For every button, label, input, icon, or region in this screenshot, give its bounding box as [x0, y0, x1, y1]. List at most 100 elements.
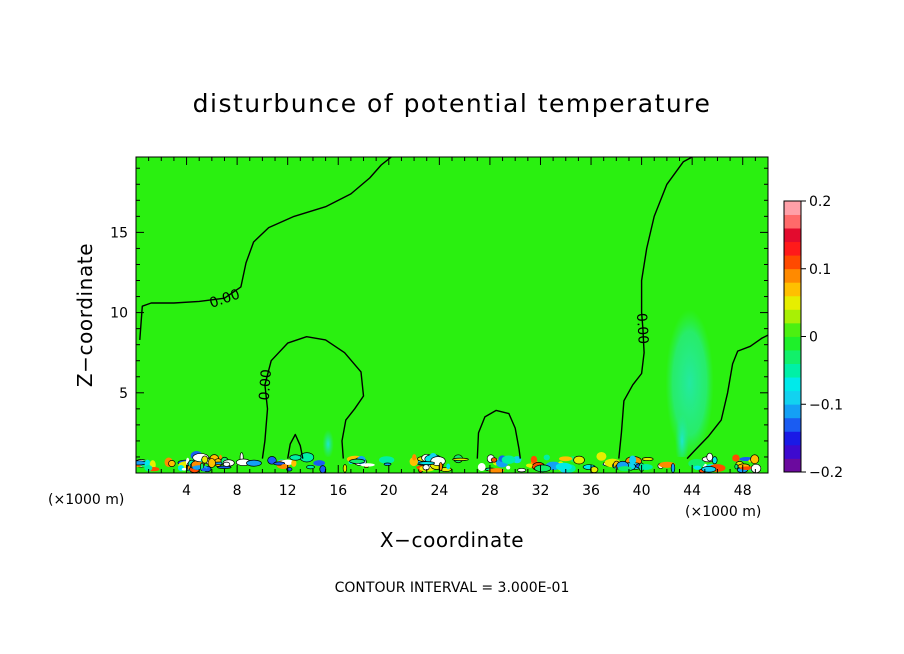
chart-title: disturbunce of potential temperature — [193, 89, 712, 118]
contour-interval-note: CONTOUR INTERVAL = 3.000E-01 — [335, 580, 570, 596]
colorbar-swatch — [784, 350, 801, 364]
zero-contour-4 — [618, 157, 693, 459]
surface-cell — [168, 460, 176, 467]
surface-cell — [222, 461, 231, 467]
surface-cell — [181, 467, 187, 471]
x-tick-label: 24 — [430, 483, 448, 499]
colorbar-swatch — [784, 268, 801, 283]
x-tick-label: 48 — [734, 483, 752, 499]
zero-contour-layer — [139, 157, 768, 460]
surface-cell — [452, 457, 469, 461]
colorbar-swatch — [784, 377, 801, 392]
x-tick-label: 4 — [182, 483, 191, 499]
colorbar-swatch — [784, 431, 801, 446]
y-tick-label: 15 — [110, 225, 128, 241]
surface-cell — [506, 465, 511, 470]
x-tick-label: 28 — [481, 483, 499, 499]
surface-cell — [734, 463, 739, 470]
surface-cell — [144, 464, 153, 472]
negative-anomaly-layer — [322, 309, 714, 469]
contour-labels: 0.000.000.00 — [207, 286, 650, 401]
surface-cell — [596, 452, 607, 461]
colorbar-swatch — [784, 295, 801, 310]
surface-cell — [289, 454, 302, 461]
colorbar-swatch — [784, 458, 801, 473]
x-tick-label: 16 — [329, 483, 347, 499]
surface-cell — [617, 466, 632, 472]
surface-cell — [750, 463, 762, 473]
surface-cell — [638, 463, 653, 471]
surface-cell — [378, 456, 395, 464]
x-tick-label: 40 — [633, 483, 651, 499]
surface-cell — [711, 456, 718, 465]
surface-cell — [342, 464, 348, 473]
y-tick-label: 5 — [119, 386, 128, 402]
zero-contour-1 — [261, 336, 365, 459]
colorbar-tick-label: −0.1 — [809, 397, 843, 413]
surface-turbulence-layer — [136, 450, 768, 473]
x-tick-label: 8 — [233, 483, 242, 499]
colorbar-tick-label: −0.2 — [809, 465, 843, 481]
y-axis-label: Z−coordinate — [73, 243, 97, 387]
surface-cell — [490, 457, 498, 463]
surface-cell — [349, 458, 366, 464]
surface-cell — [517, 468, 527, 473]
negative-plume-0 — [665, 309, 714, 457]
surface-cell — [267, 456, 277, 465]
colorbar-swatch — [784, 309, 801, 324]
surface-cell — [477, 463, 486, 472]
colorbar-swatch — [784, 241, 801, 256]
surface-cell — [732, 454, 740, 462]
surface-cell — [136, 460, 148, 466]
surface-cell — [418, 461, 435, 465]
surface-cell — [383, 462, 392, 466]
colorbar-swatch — [784, 444, 801, 459]
surface-cell — [280, 463, 288, 469]
plot-area — [136, 157, 768, 473]
colorbar-swatch — [784, 255, 801, 270]
colorbar-swatch — [784, 214, 801, 229]
x-tick-label: 12 — [279, 483, 297, 499]
surface-cell — [706, 452, 713, 462]
surface-cell — [629, 455, 637, 465]
surface-cell — [701, 466, 717, 473]
colorbar-swatch — [784, 363, 801, 378]
surface-cell — [319, 465, 327, 473]
surface-cell — [291, 459, 297, 467]
x-axis-label: X−coordinate — [380, 528, 524, 552]
colorbar-swatch — [784, 417, 801, 432]
colorbar: 0.2 0.1 0 −0.1 −0.2 — [783, 194, 843, 481]
zero-contour-0 — [139, 157, 392, 340]
colorbar-tick-label: 0 — [809, 330, 818, 346]
surface-cell — [273, 461, 286, 466]
colorbar-tick-label: 0.1 — [809, 262, 831, 278]
surface-cell — [555, 462, 572, 471]
colorbar-swatch — [784, 201, 801, 215]
surface-cell — [306, 464, 315, 470]
surface-cell — [446, 463, 451, 470]
surface-cell — [412, 454, 417, 461]
surface-cell — [313, 460, 326, 467]
zero-contour-2 — [287, 433, 304, 459]
x-axis: 4 8 12 16 20 24 28 32 36 40 44 48 — [148, 157, 756, 499]
surface-cell — [530, 455, 538, 464]
colorbar-swatch — [784, 282, 801, 297]
surface-cell — [246, 459, 262, 467]
negative-plume-2 — [322, 429, 334, 459]
surface-cell — [207, 458, 216, 468]
surface-cell — [201, 455, 209, 464]
surface-cell — [573, 455, 585, 465]
surface-cell — [422, 464, 430, 471]
colorbar-swatch — [784, 228, 801, 243]
zero-contour-3 — [476, 409, 521, 459]
surface-cell — [670, 463, 676, 473]
surface-cell — [360, 463, 375, 467]
x-tick-label: 44 — [683, 483, 701, 499]
surface-cell — [409, 457, 418, 467]
surface-cell — [750, 454, 760, 465]
y-tick-label: 10 — [110, 306, 128, 322]
surface-cell — [641, 457, 654, 461]
x-unit-label-left: (×1000 m) — [48, 492, 124, 508]
y-axis: 5 10 15 — [110, 167, 768, 458]
